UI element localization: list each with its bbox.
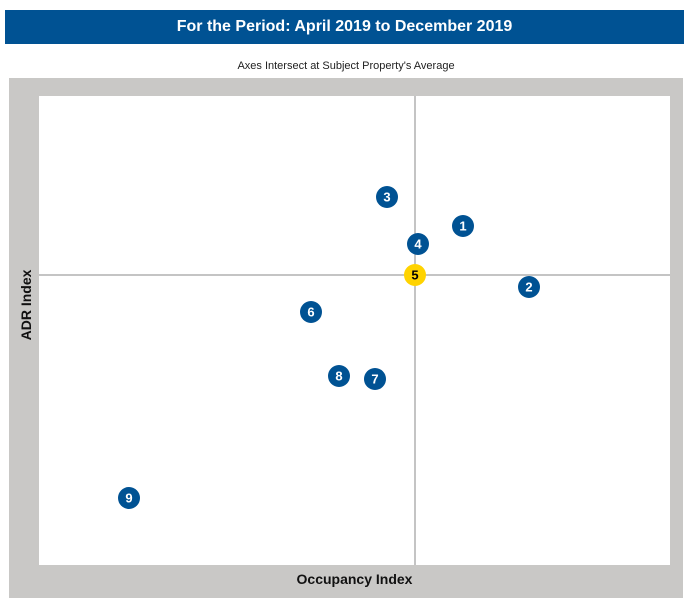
data-point-5: 5	[404, 264, 426, 286]
marker-label-8: 8	[335, 369, 342, 384]
y-axis-label: ADR Index	[18, 269, 34, 341]
data-point-8: 8	[328, 365, 350, 387]
data-point-2: 2	[518, 276, 540, 298]
marker-circle-4	[407, 233, 429, 255]
marker-circle-9	[118, 487, 140, 509]
marker-circle-2	[518, 276, 540, 298]
marker-label-4: 4	[414, 237, 422, 252]
marker-label-3: 3	[383, 190, 390, 205]
marker-circle-6	[300, 301, 322, 323]
scatter-chart: 1 2 3 4 5 6 7 8 9	[39, 96, 670, 565]
data-point-7: 7	[364, 368, 386, 390]
marker-circle-7	[364, 368, 386, 390]
marker-circle-5	[404, 264, 426, 286]
marker-label-1: 1	[459, 219, 466, 234]
marker-label-2: 2	[525, 280, 532, 295]
marker-label-6: 6	[307, 305, 314, 320]
marker-label-7: 7	[371, 372, 378, 387]
data-point-1: 1	[452, 215, 474, 237]
marker-circle-1	[452, 215, 474, 237]
marker-label-9: 9	[125, 491, 132, 506]
data-point-9: 9	[118, 487, 140, 509]
plot-area: 1 2 3 4 5 6 7 8 9	[39, 96, 670, 565]
x-axis-label: Occupancy Index	[296, 571, 413, 587]
data-point-4: 4	[407, 233, 429, 255]
marker-circle-8	[328, 365, 350, 387]
marker-circle-3	[376, 186, 398, 208]
data-point-3: 3	[376, 186, 398, 208]
period-title: For the Period: April 2019 to December 2…	[176, 18, 513, 35]
data-point-6: 6	[300, 301, 322, 323]
chart-header: For the Period: April 2019 to December 2…	[5, 10, 684, 44]
chart-subtitle: Axes Intersect at Subject Property's Ave…	[237, 60, 455, 72]
marker-label-5: 5	[411, 268, 418, 283]
